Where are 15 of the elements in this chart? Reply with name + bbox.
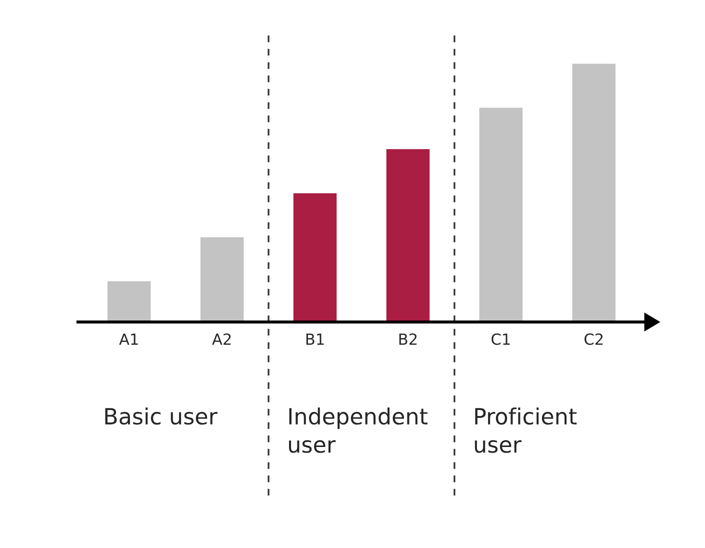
x-tick-label: B1 [306,334,324,345]
bar [478,106,524,322]
x-tick-label: C2 [584,333,603,345]
x-tick-label: C1 [492,333,510,345]
bar [570,63,617,322]
text: Basic user [105,407,218,425]
x-tick-label: B2 [399,333,417,345]
x-tick-label: A1 [119,334,138,345]
text: Proficient user [474,407,577,453]
bar [384,148,431,322]
x-tick-label: A2 [212,333,231,345]
bar [199,236,246,322]
bar [292,192,338,322]
text: Independent user [289,407,428,453]
bar [106,280,152,322]
